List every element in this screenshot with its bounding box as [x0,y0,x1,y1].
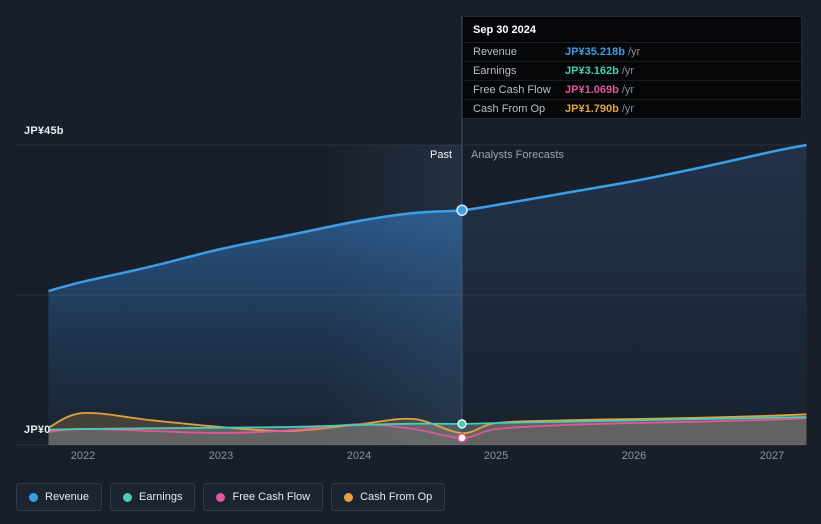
free-cash-flow-dot-icon [216,492,226,502]
tooltip-label: Revenue [473,46,518,58]
x-tick-2027: 2027 [759,450,785,462]
tooltip-row-cash-from-op: Cash From Op JP¥1.790b /yr [463,99,801,118]
x-tick-2022: 2022 [70,450,96,462]
y-axis-label-zero: JP¥0 [24,424,51,436]
analysts-forecasts-label: Analysts Forecasts [471,149,564,161]
cash-from-op-dot-icon [344,492,354,502]
tooltip-value: JP¥35.218b [565,46,625,58]
tooltip-suffix: /yr [621,103,635,115]
tooltip-label: Earnings [473,65,517,77]
revenue-dot-icon [29,492,38,502]
tooltip-label: Cash From Op [473,103,546,115]
x-tick-2026: 2026 [621,450,647,462]
legend-label: Earnings [139,491,183,503]
tooltip-date: Sep 30 2024 [463,17,801,43]
free-cash-flow-line [48,417,807,439]
earnings-line [48,416,807,431]
past-label: Past [429,149,452,161]
tooltip-row-earnings: Earnings JP¥3.162b /yr [463,61,801,80]
x-tick-2023: 2023 [208,450,234,462]
revenue-forecast-area [462,145,807,445]
legend: Revenue Earnings Free Cash Flow Cash Fro… [16,483,446,511]
tooltip-label: Free Cash Flow [473,84,551,96]
legend-button-earnings[interactable]: Earnings [110,483,196,511]
tooltip-value: JP¥3.162b [565,65,619,77]
legend-label: Free Cash Flow [232,491,311,503]
legend-button-free-cash-flow[interactable]: Free Cash Flow [203,483,324,511]
earnings-marker[interactable] [457,419,467,429]
tooltip-row-free-cash-flow: Free Cash Flow JP¥1.069b /yr [463,80,801,99]
free-cash-flow-marker[interactable] [457,433,467,443]
revenue-past-area [48,210,462,445]
x-tick-2024: 2024 [346,450,372,462]
tooltip-value: JP¥1.069b [565,84,619,96]
revenue-line [48,143,807,293]
y-axis-label-top: JP¥45b [24,125,64,137]
cash-from-op-line [48,411,807,435]
x-tick-2025: 2025 [483,450,509,462]
tooltip-row-revenue: Revenue JP¥35.218b /yr [463,43,801,61]
legend-label: Cash From Op [360,491,433,503]
datapoint-tooltip: Sep 30 2024 Revenue JP¥35.218b /yr Earni… [462,16,802,119]
revenue-marker[interactable] [456,204,468,216]
tooltip-suffix: /yr [621,84,635,96]
tooltip-value: JP¥1.790b [565,103,619,115]
tooltip-suffix: /yr [621,65,635,77]
legend-button-cash-from-op[interactable]: Cash From Op [331,483,446,511]
earnings-dot-icon [123,492,133,502]
legend-button-revenue[interactable]: Revenue [16,483,103,511]
tooltip-suffix: /yr [627,46,641,58]
legend-label: Revenue [45,491,90,503]
